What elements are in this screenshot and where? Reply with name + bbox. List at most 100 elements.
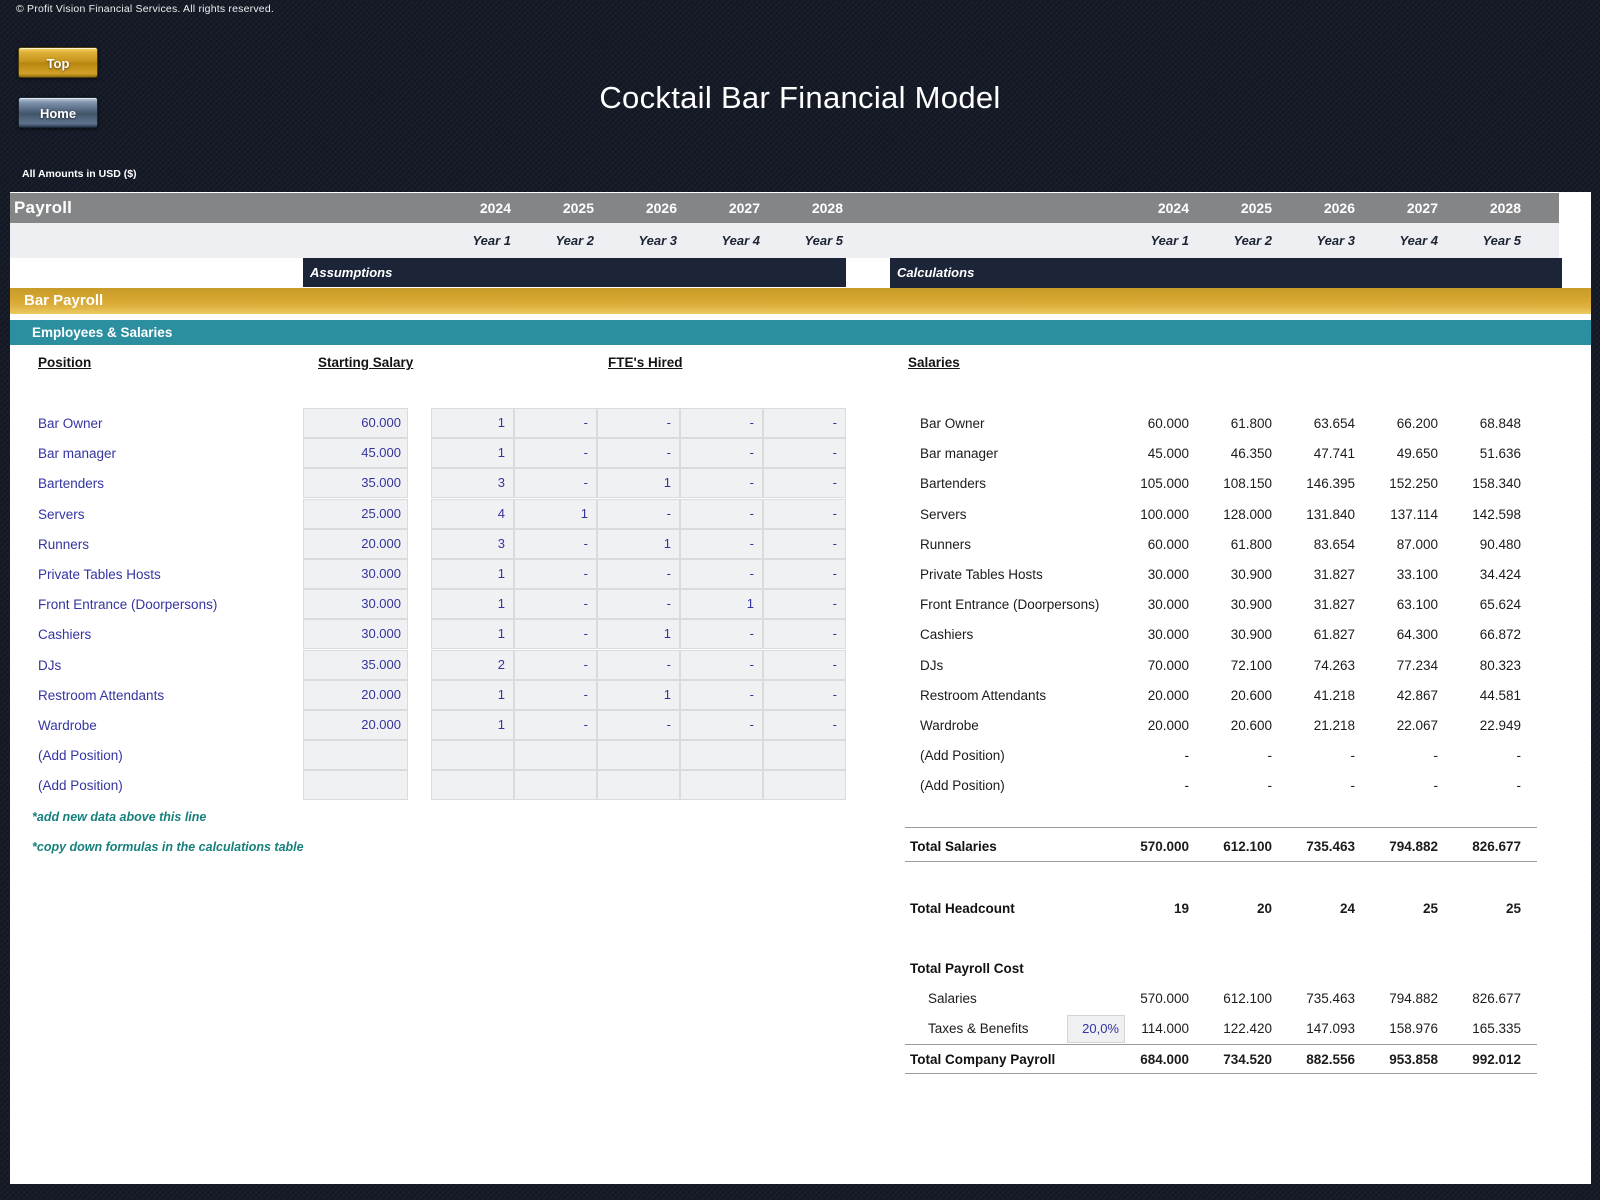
- fte-cell[interactable]: -: [514, 619, 597, 650]
- starting-salary-cell[interactable]: 20.000: [303, 528, 408, 559]
- fte-cell[interactable]: [763, 770, 846, 801]
- fte-cell[interactable]: -: [763, 468, 846, 499]
- fte-cell[interactable]: 1: [514, 498, 597, 529]
- position-label[interactable]: Cashiers: [38, 627, 92, 643]
- taxes-benefits-rate-cell[interactable]: 20,0%: [1067, 1015, 1125, 1043]
- fte-cell[interactable]: -: [763, 710, 846, 740]
- fte-cell[interactable]: -: [763, 559, 846, 589]
- home-button[interactable]: Home: [18, 97, 98, 128]
- starting-salary-cell[interactable]: 35.000: [303, 468, 408, 499]
- starting-salary-cell[interactable]: 60.000: [303, 408, 408, 438]
- fte-cell[interactable]: -: [514, 408, 597, 438]
- fte-cell[interactable]: 1: [597, 619, 680, 650]
- fte-cell[interactable]: -: [514, 438, 597, 469]
- salary-value: 34.424: [1479, 567, 1521, 582]
- fte-cell[interactable]: -: [514, 528, 597, 559]
- fte-cell[interactable]: -: [763, 649, 846, 680]
- fte-cell[interactable]: [597, 770, 680, 801]
- fte-cell[interactable]: -: [597, 559, 680, 589]
- fte-cell[interactable]: -: [514, 468, 597, 499]
- fte-cell[interactable]: -: [597, 649, 680, 680]
- position-label[interactable]: Wardrobe: [38, 718, 97, 733]
- fte-cell[interactable]: -: [514, 589, 597, 620]
- starting-salary-cell[interactable]: 35.000: [303, 649, 408, 680]
- position-label[interactable]: Front Entrance (Doorpersons): [38, 597, 218, 613]
- fte-cell[interactable]: 1: [431, 710, 514, 740]
- fte-cell[interactable]: -: [680, 408, 763, 438]
- fte-cell[interactable]: 3: [431, 468, 514, 499]
- fte-cell[interactable]: -: [680, 619, 763, 650]
- fte-cell[interactable]: -: [597, 498, 680, 529]
- fte-cell[interactable]: -: [680, 559, 763, 589]
- fte-cell[interactable]: [431, 770, 514, 801]
- fte-cell[interactable]: -: [680, 438, 763, 469]
- fte-cell[interactable]: 1: [431, 619, 514, 650]
- fte-cell[interactable]: 1: [431, 589, 514, 620]
- year-header: 2027: [728, 200, 760, 216]
- starting-salary-cell[interactable]: 30.000: [303, 589, 408, 620]
- starting-salary-cell[interactable]: 20.000: [303, 679, 408, 710]
- fte-cell[interactable]: -: [680, 649, 763, 680]
- starting-salary-cell[interactable]: 30.000: [303, 619, 408, 650]
- position-label[interactable]: Restroom Attendants: [38, 687, 165, 703]
- fte-cell[interactable]: -: [597, 589, 680, 620]
- fte-cell[interactable]: -: [763, 679, 846, 710]
- position-label[interactable]: Bartenders: [38, 476, 105, 492]
- fte-cell[interactable]: -: [763, 438, 846, 469]
- fte-cell[interactable]: -: [680, 710, 763, 740]
- position-label[interactable]: (Add Position): [38, 778, 123, 794]
- position-label[interactable]: Servers: [38, 506, 85, 522]
- total-value: 735.463: [1306, 839, 1355, 854]
- fte-cell[interactable]: 1: [431, 408, 514, 438]
- fte-cell[interactable]: 4: [431, 498, 514, 529]
- fte-cell[interactable]: -: [597, 438, 680, 469]
- starting-salary-cell[interactable]: [303, 740, 408, 771]
- fte-cell[interactable]: -: [763, 589, 846, 620]
- fte-cell[interactable]: -: [763, 498, 846, 529]
- fte-cell[interactable]: 1: [597, 679, 680, 710]
- fte-cell[interactable]: -: [763, 619, 846, 650]
- fte-cell[interactable]: [763, 740, 846, 771]
- fte-cell[interactable]: -: [680, 528, 763, 559]
- top-button[interactable]: Top: [18, 47, 98, 78]
- fte-cell[interactable]: 1: [597, 468, 680, 499]
- fte-cell[interactable]: [514, 770, 597, 801]
- position-label[interactable]: Bar Owner: [38, 416, 103, 431]
- fte-cell[interactable]: 1: [680, 589, 763, 620]
- fte-cell[interactable]: [431, 740, 514, 771]
- position-label[interactable]: DJs: [38, 657, 62, 673]
- fte-cell[interactable]: [680, 740, 763, 771]
- starting-salary-cell[interactable]: [303, 770, 408, 801]
- fte-cell[interactable]: 3: [431, 528, 514, 559]
- fte-cell[interactable]: 1: [597, 528, 680, 559]
- position-label[interactable]: Runners: [38, 536, 90, 552]
- fte-cell[interactable]: -: [514, 559, 597, 589]
- fte-cell[interactable]: -: [763, 408, 846, 438]
- fte-cell[interactable]: [514, 740, 597, 771]
- fte-cell[interactable]: 1: [431, 679, 514, 710]
- fte-cell[interactable]: -: [514, 679, 597, 710]
- position-label[interactable]: (Add Position): [38, 748, 123, 764]
- fte-cell[interactable]: -: [514, 649, 597, 680]
- fte-cell[interactable]: -: [514, 710, 597, 740]
- fte-cell[interactable]: -: [680, 679, 763, 710]
- fte-cell[interactable]: 1: [431, 559, 514, 589]
- starting-salary-cell[interactable]: 45.000: [303, 438, 408, 469]
- total-value: 25: [1422, 901, 1438, 916]
- fte-cell[interactable]: -: [680, 498, 763, 529]
- position-label[interactable]: Private Tables Hosts: [38, 567, 161, 582]
- starting-salary-cell[interactable]: 30.000: [303, 559, 408, 589]
- fte-cell[interactable]: 2: [431, 649, 514, 680]
- fte-cell[interactable]: -: [597, 408, 680, 438]
- position-label[interactable]: Bar manager: [38, 446, 117, 462]
- fte-cell[interactable]: 1: [431, 438, 514, 469]
- starting-salary-cell[interactable]: 25.000: [303, 498, 408, 529]
- fte-cell[interactable]: -: [763, 528, 846, 559]
- fte-cell[interactable]: [680, 770, 763, 801]
- salary-value: -: [1433, 778, 1439, 794]
- fte-cell[interactable]: [597, 740, 680, 771]
- fte-cell[interactable]: -: [597, 710, 680, 740]
- table-row: (Add Position): [10, 740, 1591, 771]
- fte-cell[interactable]: -: [680, 468, 763, 499]
- starting-salary-cell[interactable]: 20.000: [303, 710, 408, 740]
